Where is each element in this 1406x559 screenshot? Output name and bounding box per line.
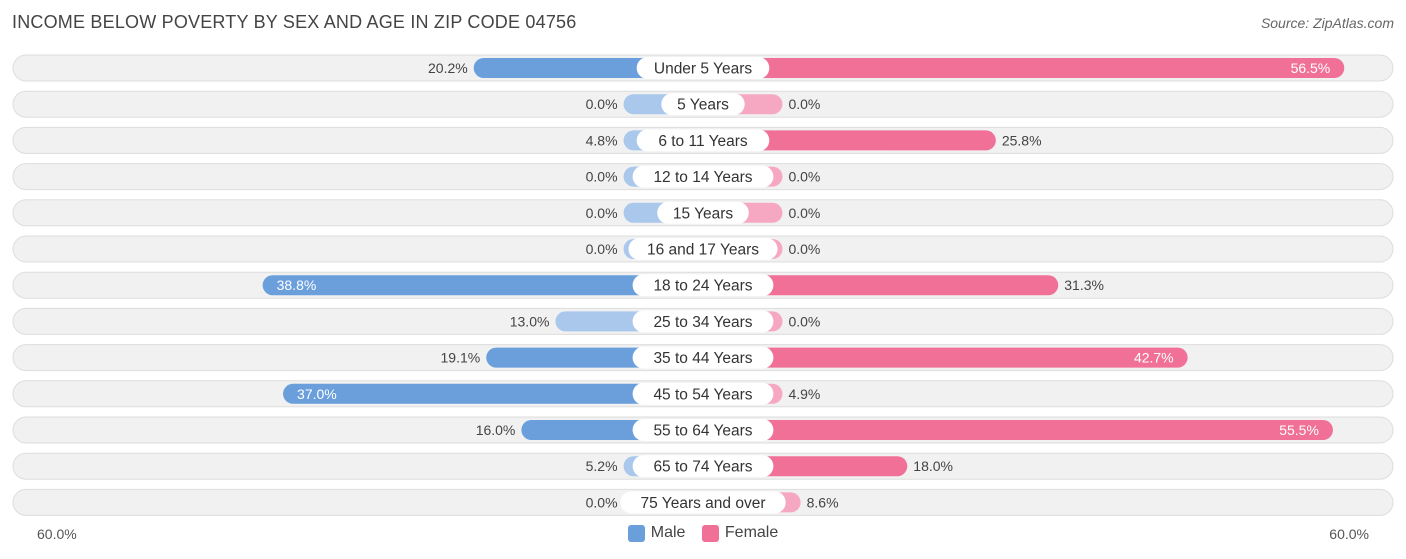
value-label-female: 31.3% xyxy=(1064,277,1104,293)
category-label: 12 to 14 Years xyxy=(653,169,752,186)
value-label-male: 20.2% xyxy=(428,60,468,76)
bar-male xyxy=(262,275,703,296)
legend-item-male: Male xyxy=(627,524,686,542)
category-label: 55 to 64 Years xyxy=(653,423,752,440)
axis-left-label: 60.0% xyxy=(37,526,77,542)
category-label: 75 Years and over xyxy=(641,495,766,512)
category-pill xyxy=(632,310,774,333)
category-pill xyxy=(636,129,770,152)
category-pill xyxy=(632,455,774,478)
value-label-male: 37.0% xyxy=(297,386,337,402)
value-label-female: 42.7% xyxy=(1134,350,1174,366)
category-pill xyxy=(628,238,778,260)
category-pill xyxy=(657,201,749,224)
category-label: 65 to 74 Years xyxy=(653,459,752,476)
category-label: 16 and 17 Years xyxy=(647,242,759,259)
chart-title: INCOME BELOW POVERTY BY SEX AND AGE IN Z… xyxy=(12,12,577,32)
value-label-female: 25.8% xyxy=(1002,132,1042,148)
value-label-female: 8.6% xyxy=(807,494,839,510)
value-label-female: 55.5% xyxy=(1279,422,1319,438)
category-label: 6 to 11 Years xyxy=(658,133,748,150)
legend-label-male: Male xyxy=(650,524,686,541)
bar-female xyxy=(703,58,1345,78)
value-label-female: 0.0% xyxy=(788,241,820,257)
value-label-male: 19.1% xyxy=(441,350,481,366)
value-label-male: 13.0% xyxy=(510,313,550,329)
category-pill xyxy=(636,57,770,79)
category-pill xyxy=(632,346,774,369)
value-label-male: 0.0% xyxy=(586,494,618,510)
bar-female xyxy=(703,420,1333,440)
category-pill xyxy=(661,93,745,116)
legend-swatch-female xyxy=(701,524,719,542)
value-label-female: 0.0% xyxy=(788,313,820,329)
value-label-male: 4.8% xyxy=(586,132,618,148)
legend-label-female: Female xyxy=(724,524,779,541)
category-label: 25 to 34 Years xyxy=(653,314,752,331)
category-pill xyxy=(632,419,774,441)
value-label-male: 0.0% xyxy=(586,241,618,257)
category-label: 35 to 44 Years xyxy=(653,350,752,367)
value-label-male: 0.0% xyxy=(586,96,618,112)
value-label-male: 5.2% xyxy=(586,458,618,474)
category-label: 5 Years xyxy=(677,97,729,114)
value-label-male: 16.0% xyxy=(476,422,516,438)
axis-right-label: 60.0% xyxy=(1329,526,1369,542)
value-label-male: 0.0% xyxy=(586,205,618,221)
category-label: 18 to 24 Years xyxy=(653,278,752,295)
value-label-female: 56.5% xyxy=(1291,60,1331,76)
category-label: 45 to 54 Years xyxy=(653,386,752,403)
legend-swatch-male xyxy=(627,524,645,542)
diverging-bar-chart: 20.2% 56.5% Under 5 Years 0.0% 0.0% 5 Years 4.… xyxy=(12,54,1394,516)
legend-item-female: Female xyxy=(701,524,779,542)
bar-female xyxy=(703,347,1188,368)
category-label: Under 5 Years xyxy=(654,61,752,78)
category-label: 15 Years xyxy=(673,205,734,222)
value-label-female: 0.0% xyxy=(788,169,820,185)
bar-female xyxy=(703,130,996,151)
value-label-male: 38.8% xyxy=(277,277,317,293)
legend: Male Female xyxy=(0,524,1406,547)
value-label-male: 0.0% xyxy=(586,169,618,185)
category-pill xyxy=(632,274,774,297)
value-label-female: 0.0% xyxy=(788,205,820,221)
value-label-female: 4.9% xyxy=(788,386,820,402)
bar-male xyxy=(283,383,703,404)
bar-female xyxy=(703,275,1059,296)
category-pill xyxy=(620,491,786,514)
source-label: Source: ZipAtlas.com xyxy=(1260,15,1394,31)
category-pill xyxy=(632,382,774,405)
value-label-female: 18.0% xyxy=(913,458,953,474)
value-label-female: 0.0% xyxy=(788,96,820,112)
category-pill xyxy=(632,165,774,188)
